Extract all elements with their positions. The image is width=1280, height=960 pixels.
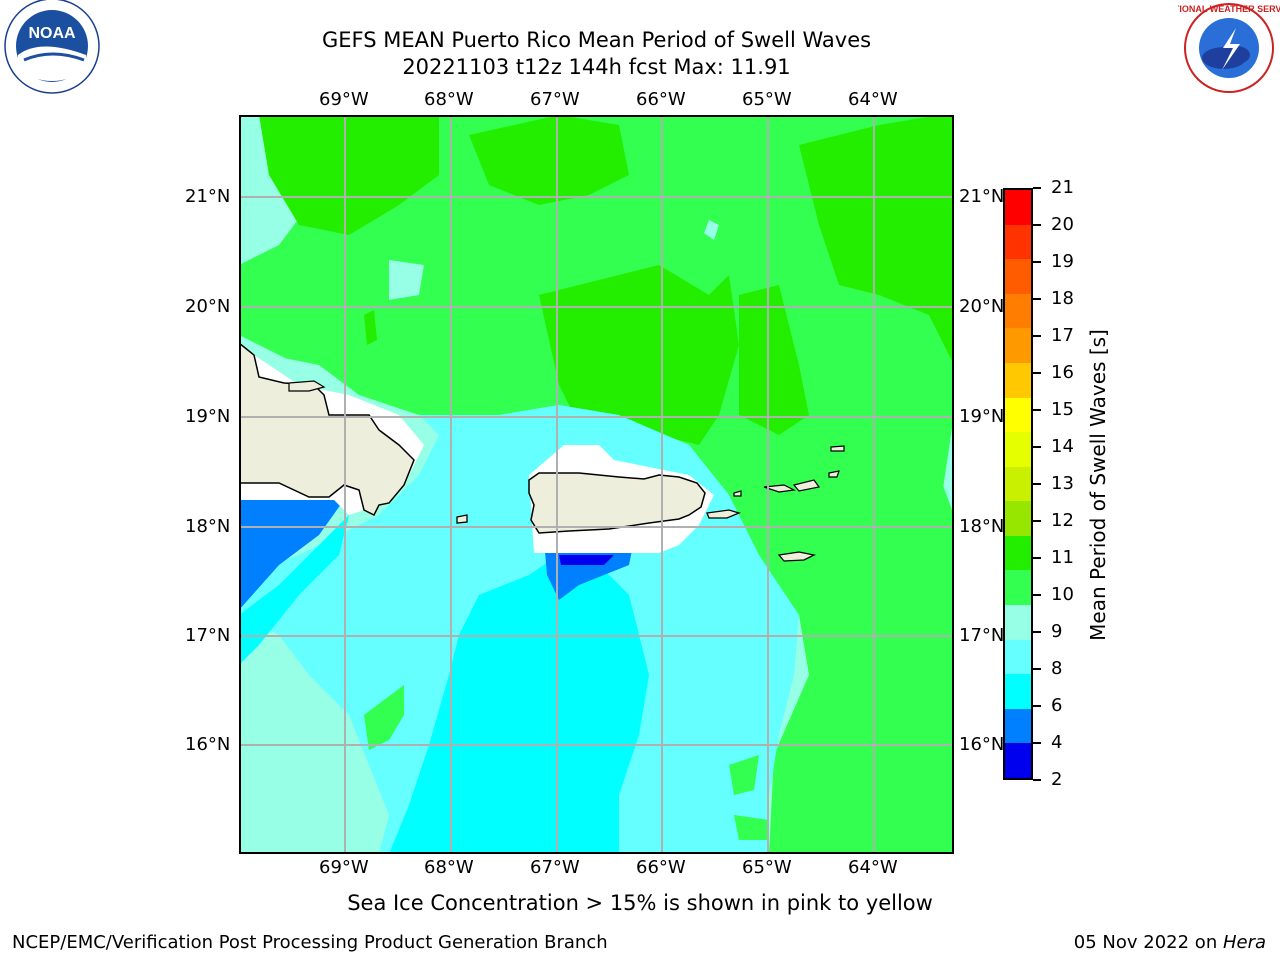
field-6-8 — [389, 555, 649, 854]
colorbar-tick-mark — [1033, 409, 1041, 411]
lat-label-right: 16°N — [959, 734, 1005, 755]
colorbar-tick-mark — [1033, 372, 1041, 374]
noaa-logo: NOAA — [4, 0, 100, 94]
sea-ice-caption: Sea Ice Concentration > 15% is shown in … — [347, 891, 933, 915]
colorbar-segment — [1005, 362, 1031, 399]
colorbar — [1003, 188, 1033, 780]
colorbar-tick-mark — [1033, 446, 1041, 448]
colorbar-segment — [1005, 466, 1031, 502]
colorbar-segment — [1005, 639, 1031, 675]
colorbar-tick-mark — [1033, 779, 1041, 781]
colorbar-segment — [1005, 432, 1031, 468]
map-frame — [239, 115, 954, 854]
colorbar-segment — [1005, 259, 1031, 295]
colorbar-segment — [1005, 397, 1031, 433]
colorbar-segment — [1005, 501, 1031, 537]
colorbar-tick-label: 19 — [1051, 251, 1074, 272]
lon-label-top: 64°W — [848, 89, 898, 110]
footer-branch: NCEP/EMC/Verification Post Processing Pr… — [12, 932, 608, 953]
colorbar-tick-mark — [1033, 261, 1041, 263]
lat-label-right: 18°N — [959, 516, 1005, 537]
footer-date: 05 Nov 2022 on Hera — [1074, 932, 1266, 953]
lon-label-bottom: 65°W — [742, 857, 792, 878]
colorbar-ticks: 21 20 19 18 17 16 15 14 13 12 11 10 9 8 6 4 2 — [1033, 177, 1093, 790]
colorbar-segment — [1005, 605, 1031, 641]
graticule — [239, 115, 954, 854]
colorbar-label: Mean Period of Swell Waves [s] — [1086, 329, 1110, 641]
lon-label-bottom: 68°W — [424, 857, 474, 878]
lon-label-bottom: 69°W — [319, 857, 369, 878]
lon-label-top: 67°W — [530, 89, 580, 110]
colorbar-tick-label: 13 — [1051, 473, 1074, 494]
lat-label-left: 17°N — [185, 625, 231, 646]
colorbar-tick-label: 11 — [1051, 547, 1074, 568]
colorbar-segment — [1005, 674, 1031, 710]
colorbar-tick-mark — [1033, 187, 1041, 189]
colorbar-tick-label: 20 — [1051, 214, 1074, 235]
footer-host: Hera — [1222, 932, 1266, 953]
lon-label-top: 65°W — [742, 89, 792, 110]
colorbar-tick-label: 10 — [1051, 584, 1074, 605]
lon-label-top: 68°W — [424, 89, 474, 110]
colorbar-segment — [1005, 535, 1031, 571]
colorbar-tick-label: 4 — [1051, 732, 1063, 753]
colorbar-tick-label: 8 — [1051, 658, 1063, 679]
colorbar-tick-label: 21 — [1051, 177, 1074, 198]
colorbar-tick-mark — [1033, 298, 1041, 300]
footer-date-text: 05 Nov 2022 on — [1073, 932, 1223, 953]
lat-label-right: 20°N — [959, 296, 1005, 317]
colorbar-tick-label: 9 — [1051, 621, 1063, 642]
colorbar-tick-mark — [1033, 520, 1041, 522]
colorbar-segment — [1005, 708, 1031, 744]
field-2-4 — [559, 555, 614, 565]
lat-label-left: 20°N — [185, 296, 231, 317]
colorbar-segment — [1005, 190, 1031, 226]
colorbar-segment — [1005, 293, 1031, 329]
colorbar-tick-mark — [1033, 742, 1041, 744]
colorbar-tick-mark — [1033, 335, 1041, 337]
map-title: GEFS MEAN Puerto Rico Mean Period of Swe… — [321, 28, 872, 52]
colorbar-tick-mark — [1033, 557, 1041, 559]
colorbar-tick-mark — [1033, 631, 1041, 633]
colorbar-tick-mark — [1033, 668, 1041, 670]
colorbar-tick-mark — [1033, 594, 1041, 596]
lat-label-right: 17°N — [959, 625, 1005, 646]
colorbar-tick-label: 17 — [1051, 325, 1074, 346]
colorbar-segment — [1005, 224, 1031, 260]
lon-label-bottom: 64°W — [848, 857, 898, 878]
colorbar-tick-label: 12 — [1051, 510, 1074, 531]
lat-label-left: 16°N — [185, 734, 231, 755]
colorbar-segment — [1005, 743, 1031, 779]
colorbar-tick-label: 16 — [1051, 362, 1074, 383]
colorbar-tick-label: 6 — [1051, 695, 1063, 716]
colorbar-segment — [1005, 570, 1031, 606]
lat-label-right: 21°N — [959, 186, 1005, 207]
colorbar-tick-label: 2 — [1051, 769, 1063, 790]
map-subtitle: 20221103 t12z 144h fcst Max: 11.91 — [402, 55, 791, 79]
colorbar-tick-label: 18 — [1051, 288, 1074, 309]
noaa-logo-text: NOAA — [28, 25, 76, 42]
field-11-12 — [259, 115, 439, 235]
lon-label-bottom: 66°W — [636, 857, 686, 878]
lat-label-left: 18°N — [185, 516, 231, 537]
colorbar-tick-mark — [1033, 483, 1041, 485]
colorbar-tick-mark — [1033, 705, 1041, 707]
colorbar-tick-label: 14 — [1051, 436, 1074, 457]
lat-label-left: 19°N — [185, 406, 231, 427]
lat-label-left: 21°N — [185, 186, 231, 207]
lon-label-top: 66°W — [636, 89, 686, 110]
lat-label-right: 19°N — [959, 406, 1005, 427]
swell-period-map — [239, 115, 954, 854]
svg-text:NATIONAL WEATHER SERVICE: NATIONAL WEATHER SERVICE — [1178, 4, 1280, 14]
colorbar-tick-mark — [1033, 224, 1041, 226]
nws-logo: NATIONAL WEATHER SERVICE — [1178, 3, 1280, 93]
colorbar-tick-label: 15 — [1051, 399, 1074, 420]
lon-label-top: 69°W — [319, 89, 369, 110]
colorbar-segment — [1005, 328, 1031, 364]
lon-label-bottom: 67°W — [530, 857, 580, 878]
